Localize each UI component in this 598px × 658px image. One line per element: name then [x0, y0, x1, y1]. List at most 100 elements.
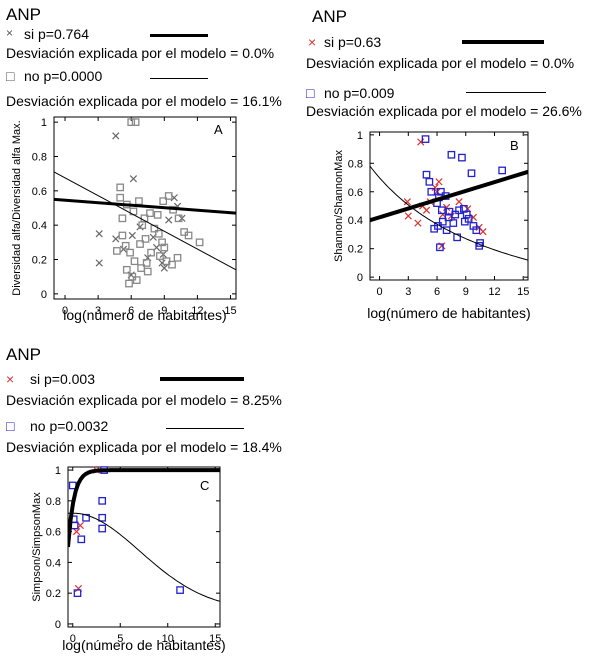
panel-b-xtick-label: 12	[488, 286, 500, 298]
panel-b-point-no	[462, 210, 471, 219]
panel-a-point-no	[135, 197, 143, 205]
panel-b-point-no	[438, 217, 447, 226]
panel-b-point-no	[460, 217, 469, 226]
panel-a-point-no	[118, 231, 127, 240]
panel-b-xlabel: log(número de habitantes)	[367, 305, 530, 321]
panel-b-xtick-label: 0	[377, 286, 383, 298]
panel-c-ytick-label: 1	[55, 465, 61, 477]
panel-b-point-si	[414, 219, 422, 227]
panel-b-deviance-no: Desviación explicada por el modelo = 26.…	[306, 103, 582, 119]
panel-a-point-si	[160, 264, 168, 272]
panel-c-legend-si-line	[160, 377, 244, 381]
panel-c-xtick-label: 0	[70, 633, 76, 645]
panel-a-point-si	[129, 175, 138, 183]
panel-a-point-no	[159, 197, 168, 205]
panel-b-point-no	[453, 233, 461, 242]
panel-b-legend-no-line	[466, 92, 546, 93]
panel-a-legend-no: no p=0.0000	[24, 68, 103, 84]
panel-a-point-no	[121, 241, 130, 250]
panel-a-point-no	[184, 231, 193, 240]
panel-b-point-no	[467, 169, 476, 178]
panel-a-xtick-label: 12	[191, 305, 203, 317]
panel-c-point-no	[98, 496, 107, 505]
panel-a-point-no	[147, 248, 155, 257]
panel-b-xtick-label: 3	[405, 286, 411, 298]
panel-a-legend-si-marker: ×	[6, 26, 14, 40]
panel-a-point-no	[130, 257, 139, 266]
panel-a-xtick-label: 6	[128, 305, 134, 317]
panel-b-point-si	[422, 206, 431, 214]
panel-a-legend-no-line	[150, 78, 208, 79]
panel-a-xtick-label: 15	[224, 305, 236, 317]
panel-c-ytick-label: 0	[55, 619, 61, 631]
panel-a-ytick-label: 0.6	[32, 186, 47, 198]
panel-a-point-si	[95, 259, 103, 267]
panel-c-header: ANP	[6, 345, 41, 364]
panel-c-legend-no: no p=0.0032	[30, 418, 109, 434]
panel-a-point-si	[128, 231, 136, 240]
panel-c-panel-label: C	[200, 478, 209, 493]
panel-a-point-no	[116, 183, 125, 192]
panel-b-ytick-label: 0.2	[348, 244, 363, 256]
panel-a-point-no	[143, 267, 152, 276]
panel-a-frame	[53, 116, 237, 300]
panel-a-point-no	[168, 260, 176, 269]
panel-a-fit-no	[54, 171, 236, 271]
panel-a-point-no	[153, 211, 162, 219]
panel-c-point-no	[73, 589, 82, 598]
panel-b-point-no	[430, 224, 439, 233]
panel-a-point-no	[173, 253, 182, 262]
panel-c-ylabel: Simpson/SimpsonMax	[31, 492, 43, 602]
panel-a-point-no	[137, 264, 145, 272]
panel-a-point-si	[136, 223, 144, 231]
panel-a-point-no	[158, 238, 166, 247]
panel-a-ytick-label: 0	[41, 289, 47, 301]
panel-a-point-no	[132, 276, 141, 284]
panel-c-point-no	[77, 535, 86, 544]
panel-b-point-no	[427, 187, 436, 196]
panel-c-legend-si-marker: ×	[6, 371, 15, 387]
panel-a-legend-si-line	[150, 34, 208, 37]
panel-a-ytick-label: 0.4	[32, 220, 47, 232]
panel-b-point-no	[436, 243, 444, 252]
panel-a-point-no	[126, 248, 134, 257]
panel-b-legend-no-marker: □	[306, 85, 315, 101]
panel-c-point-no	[176, 586, 184, 594]
panel-a-point-no	[127, 118, 136, 127]
panel-a-point-no	[113, 247, 121, 255]
panel-a-fit-si	[54, 197, 236, 215]
panel-a-point-no	[138, 221, 147, 230]
panel-b-ytick-label: 0	[357, 272, 363, 284]
panel-a-deviance-si: Desviación explicada por el modelo = 0.0…	[6, 45, 275, 61]
panel-c-point-no	[98, 524, 107, 533]
panel-b-header: ANP	[312, 7, 347, 26]
panel-a-point-no	[164, 192, 173, 200]
panel-c-ytick-label: 0.4	[46, 557, 61, 569]
panel-b-point-si	[435, 178, 443, 186]
panel-a-xlabel: log(número de habitantes)	[63, 307, 226, 323]
panel-a-point-no	[142, 259, 151, 267]
panel-a-legend-no-marker: □	[6, 68, 15, 84]
panel-a-point-si	[112, 235, 120, 243]
panel-a-xtick-label: 9	[161, 305, 167, 317]
panel-b-point-no	[472, 226, 481, 235]
panel-a-point-no	[118, 214, 127, 223]
panel-a-point-no	[141, 235, 150, 243]
panel-c-ytick-label: 0.2	[46, 588, 61, 600]
panel-c-legend-no-line	[166, 428, 244, 429]
panel-a-point-no	[174, 214, 183, 223]
panel-c-point-no	[70, 521, 79, 530]
panel-a-ytick-label: 1	[41, 117, 47, 129]
panel-a-header: ANP	[6, 5, 41, 24]
panel-b-ytick-label: 0.4	[348, 215, 363, 227]
panel-b-point-no	[449, 219, 458, 227]
panel-a-ytick-label: 0.8	[32, 151, 47, 163]
panel-a-point-no	[136, 240, 144, 248]
panel-a-ylabel: Diversidad alfa/Diversidad alfa Max.	[11, 120, 23, 295]
panel-c-fit-no	[68, 512, 220, 602]
panel-c-legend-si: si p=0.003	[30, 371, 95, 387]
panel-c-xtick-label: 15	[209, 633, 221, 645]
panel-a-point-no	[146, 209, 154, 218]
panel-a-point-si	[165, 216, 173, 224]
